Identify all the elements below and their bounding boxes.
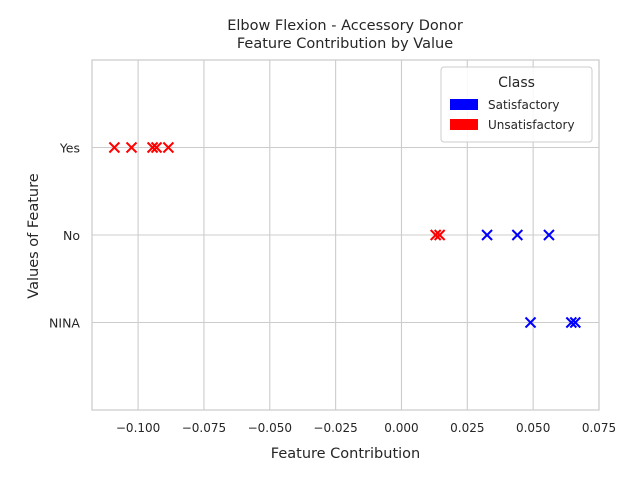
x-tick-label: −0.050: [248, 421, 292, 435]
data-point: [125, 141, 138, 154]
data-point: [511, 229, 524, 241]
data-point: [150, 141, 163, 154]
data-point: [162, 141, 175, 154]
y-tick-label: NINA: [49, 316, 80, 331]
x-tick-label: 0.050: [516, 421, 550, 435]
data-point: [524, 316, 537, 329]
chart-title-line: Feature Contribution by Value: [237, 36, 453, 52]
legend: Class Satisfactory Unsatisfactory: [440, 66, 593, 143]
y-tick-label: No: [63, 228, 80, 243]
legend-title: Class: [498, 75, 535, 91]
data-point: [433, 229, 446, 241]
legend-box: [440, 66, 593, 143]
x-tick-label: −0.100: [116, 421, 160, 435]
data-point: [543, 229, 555, 241]
data-points: [108, 141, 582, 329]
x-tick-label: 0.025: [450, 421, 484, 435]
x-tick-label: −0.025: [313, 421, 357, 435]
legend-label: Unsatisfactory: [488, 118, 575, 132]
chart-title: Elbow Flexion - Accessory Donor Feature C…: [227, 18, 463, 52]
data-point: [569, 316, 582, 329]
y-tick-label: Yes: [59, 141, 80, 156]
data-point: [565, 316, 578, 329]
legend-label: Satisfactory: [488, 98, 560, 112]
x-tick-label: −0.075: [182, 421, 226, 435]
y-tick-labels: Yes No NINA: [49, 141, 80, 331]
legend-swatch: [450, 119, 478, 130]
data-point: [108, 141, 121, 154]
plot-frame: [91, 59, 600, 411]
x-tick-label: 0.075: [582, 421, 616, 435]
legend-swatch: [450, 99, 478, 110]
y-axis-label: Values of Feature: [26, 173, 42, 298]
x-tick-label: 0.000: [384, 421, 418, 435]
x-axis-label: Feature Contribution: [271, 446, 420, 462]
x-tick-labels: −0.100 −0.075 −0.050 −0.025 0.000 0.025 0.050 0…: [116, 421, 616, 435]
data-point: [146, 141, 159, 154]
data-point: [481, 229, 493, 241]
chart-title-line: Elbow Flexion - Accessory Donor: [227, 18, 463, 34]
data-point: [429, 229, 442, 241]
